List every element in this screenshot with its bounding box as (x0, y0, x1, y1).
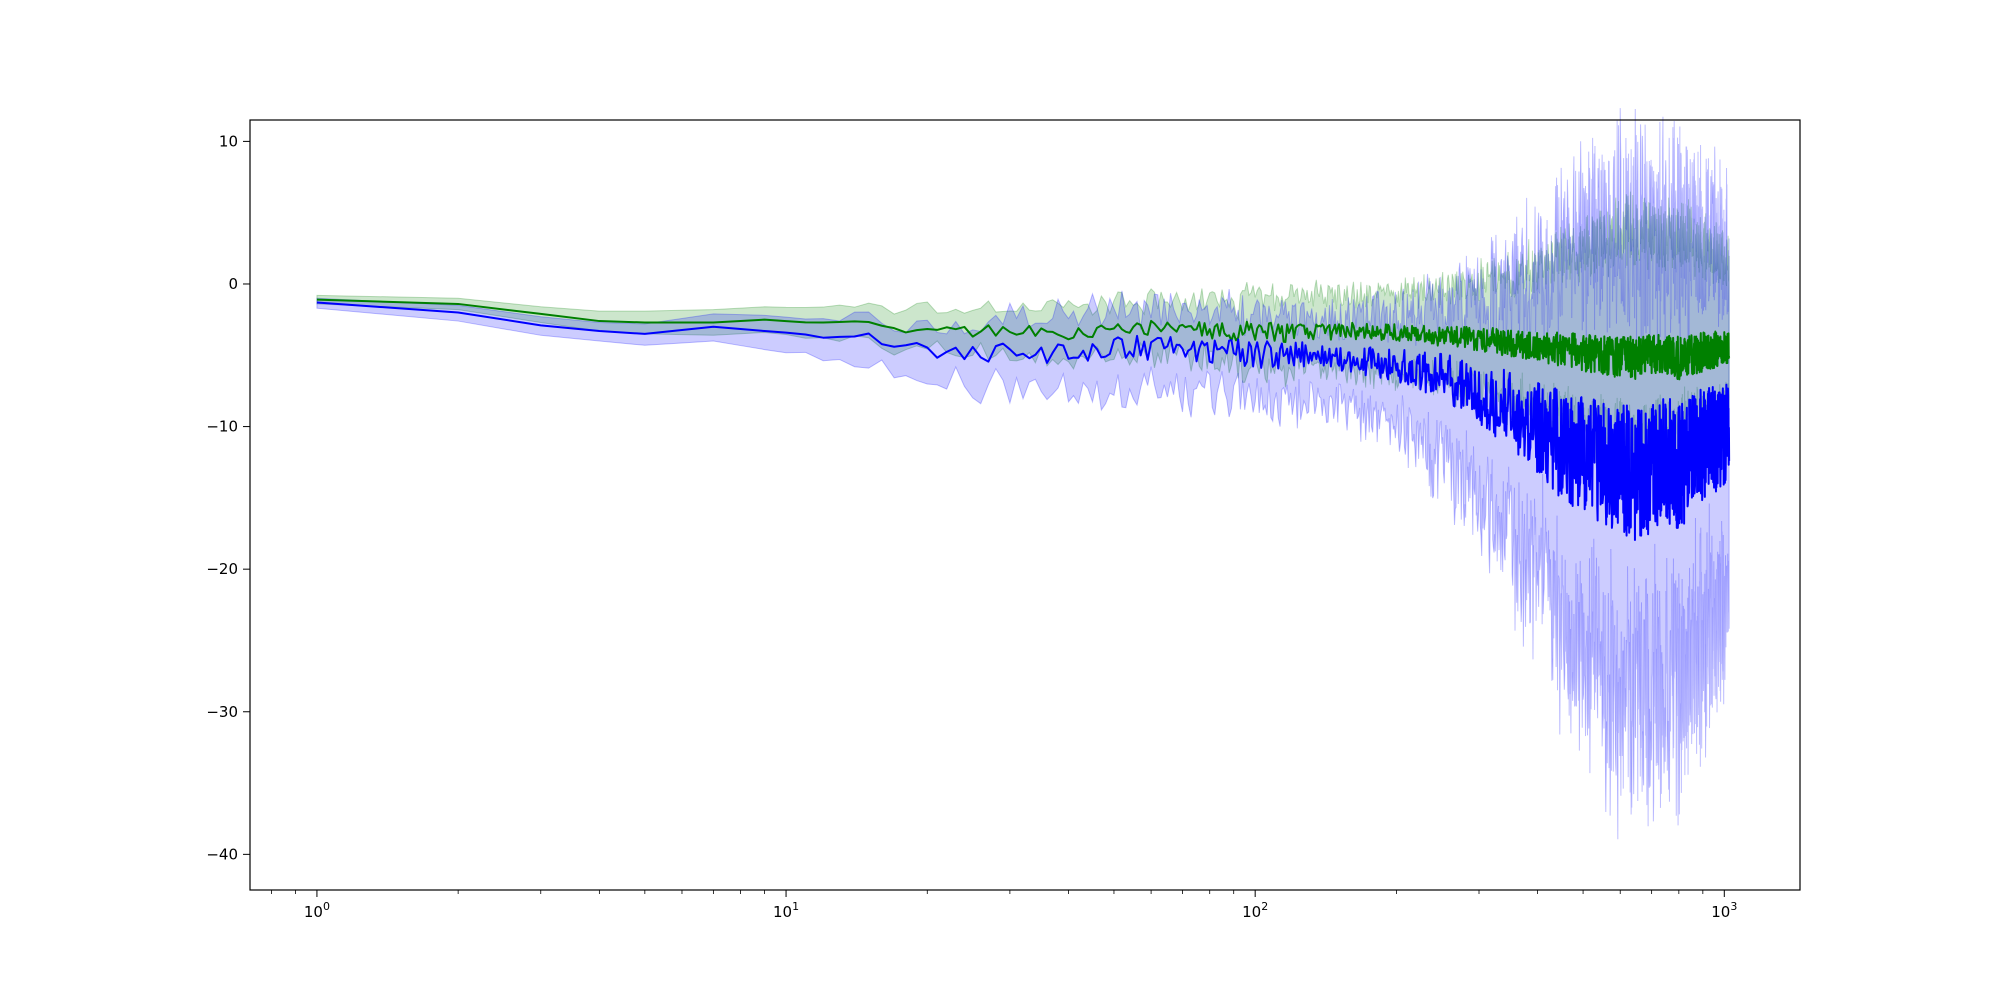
series-1-line (316, 301, 1731, 541)
x-tick-label-exponent: 1 (792, 900, 799, 913)
series-0-line (316, 298, 1731, 381)
x-axis: 100 101 102 103 (271, 890, 1737, 921)
x-tick-label-base: 10 (1711, 903, 1730, 921)
x-tick-label: 101 (773, 900, 799, 921)
plot-frame (249, 119, 1801, 891)
y-tick-label: −40 (206, 845, 238, 863)
series-1-band (316, 108, 1730, 840)
y-tick-label: 10 (219, 132, 238, 150)
y-tick-label: −30 (206, 703, 238, 721)
x-tick-label-exponent: 0 (323, 900, 330, 913)
x-tick-label: 103 (1711, 900, 1737, 921)
x-tick-label-exponent: 2 (1261, 900, 1268, 913)
series-lines (316, 298, 1731, 541)
x-tick-label-base: 10 (304, 903, 323, 921)
x-tick-label: 100 (304, 900, 330, 921)
y-tick-label: −10 (206, 418, 238, 436)
y-tick-label: 0 (228, 275, 238, 293)
x-tick-label: 102 (1242, 900, 1268, 921)
x-tick-label-base: 10 (773, 903, 792, 921)
x-tick-label-exponent: 3 (1730, 900, 1737, 913)
x-tick-label-base: 10 (1242, 903, 1261, 921)
y-tick-label: −20 (206, 560, 238, 578)
y-axis: 10 0 −10 −20 −30 −40 (206, 132, 250, 863)
